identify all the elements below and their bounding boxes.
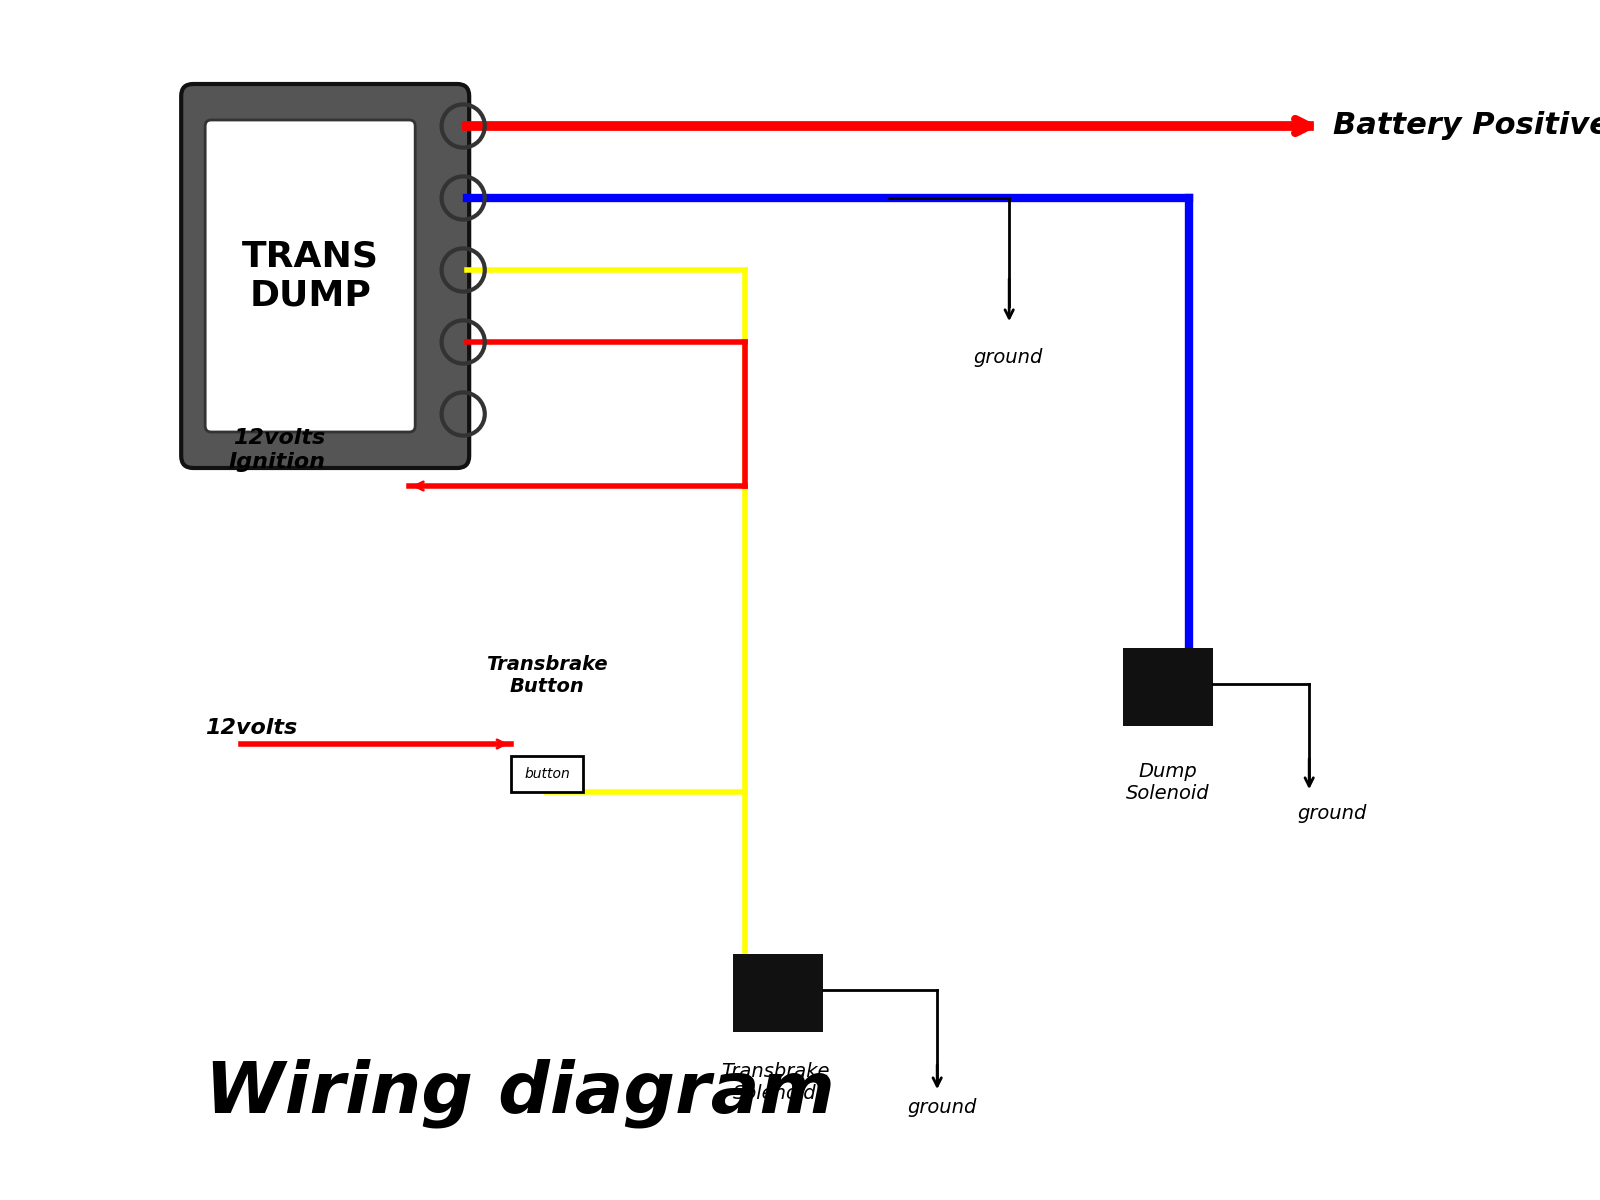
- Text: 12volts: 12volts: [205, 718, 298, 738]
- Text: TRANS
DUMP: TRANS DUMP: [242, 239, 379, 313]
- Text: ground: ground: [1298, 804, 1366, 823]
- Text: Transbrake
Solenoid: Transbrake Solenoid: [722, 1062, 829, 1103]
- Text: ground: ground: [907, 1098, 976, 1117]
- Bar: [733, 954, 822, 1032]
- Text: Transbrake
Button: Transbrake Button: [486, 655, 608, 696]
- Text: ground: ground: [973, 348, 1043, 367]
- Bar: [510, 756, 582, 792]
- Text: Wiring diagram: Wiring diagram: [205, 1058, 835, 1128]
- Bar: [1123, 648, 1213, 726]
- Text: Dump
Solenoid: Dump Solenoid: [1126, 762, 1210, 803]
- Text: 12volts
Ignition: 12volts Ignition: [229, 428, 325, 472]
- FancyBboxPatch shape: [181, 84, 469, 468]
- Text: button: button: [525, 767, 570, 781]
- FancyBboxPatch shape: [205, 120, 414, 432]
- Text: Battery Positive: Battery Positive: [1333, 112, 1600, 140]
